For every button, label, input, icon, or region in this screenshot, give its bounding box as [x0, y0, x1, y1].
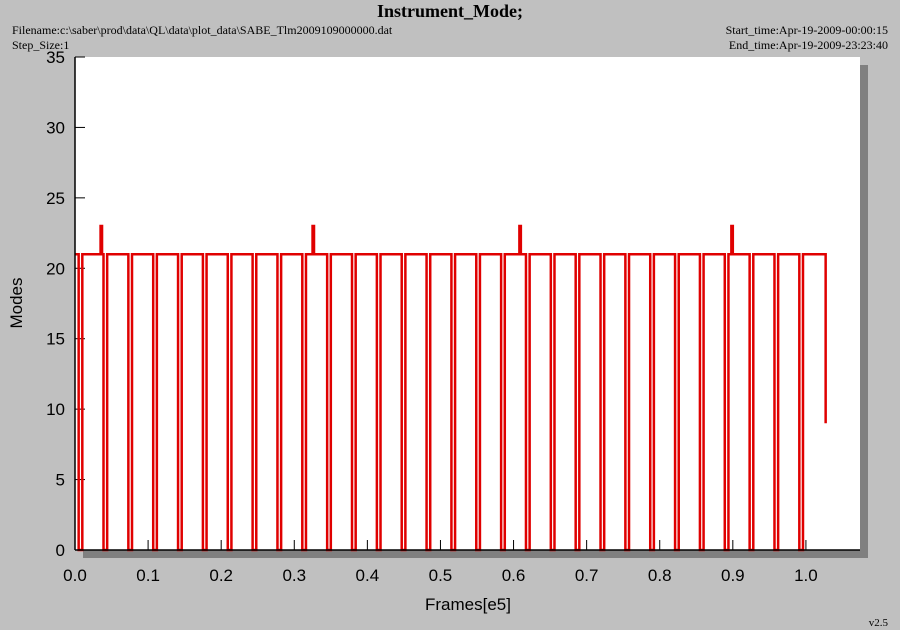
y-tick-label: 30: [46, 118, 65, 137]
x-tick-label: 0.3: [282, 566, 306, 585]
x-tick-label: 0.1: [136, 566, 160, 585]
x-tick-label: 0.7: [575, 566, 599, 585]
step-size: Step_Size:1: [12, 38, 69, 52]
x-axis-label: Frames[e5]: [425, 595, 511, 614]
x-tick-label: 0.8: [648, 566, 672, 585]
end-time: End_time:Apr-19-2009-23:23:40: [729, 38, 888, 52]
y-tick-label: 35: [46, 48, 65, 67]
y-axis-label: Modes: [7, 277, 26, 328]
y-tick-label: 15: [46, 330, 65, 349]
start-time: Start_time:Apr-19-2009-00:00:15: [726, 23, 888, 37]
y-tick-label: 10: [46, 400, 65, 419]
chart-title: Instrument_Mode;: [377, 1, 523, 21]
y-tick-label: 25: [46, 189, 65, 208]
x-tick-label: 0.2: [209, 566, 233, 585]
version: v2.5: [869, 617, 889, 629]
y-tick-label: 0: [56, 541, 65, 560]
x-tick-label: 0.5: [429, 566, 453, 585]
x-tick-label: 0.6: [502, 566, 526, 585]
x-tick-label: 0.9: [721, 566, 745, 585]
y-tick-label: 20: [46, 259, 65, 278]
filename: Filename:c:\saber\prod\data\QL\data\plot…: [12, 23, 393, 37]
x-tick-label: 0.4: [356, 566, 380, 585]
y-tick-label: 5: [56, 471, 65, 490]
plot-area: [75, 57, 860, 550]
x-tick-label: 1.0: [794, 566, 818, 585]
x-tick-label: 0.0: [63, 566, 87, 585]
